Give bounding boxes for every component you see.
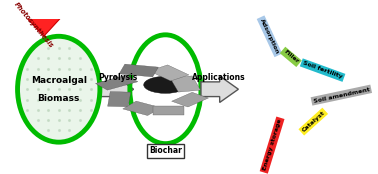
Ellipse shape (17, 36, 100, 142)
Bar (153, 106, 184, 115)
Bar (170, 76, 200, 92)
Polygon shape (19, 0, 68, 36)
Bar (123, 101, 161, 116)
Bar (149, 65, 189, 81)
Text: Biomass: Biomass (37, 94, 80, 102)
Circle shape (144, 76, 187, 93)
Text: Macroalgal: Macroalgal (31, 76, 87, 85)
Text: Soil fertility: Soil fertility (302, 61, 343, 80)
Text: Applications: Applications (192, 73, 246, 82)
Bar (108, 92, 131, 107)
Text: Catalyst: Catalyst (301, 110, 325, 133)
Text: Filler: Filler (282, 49, 299, 65)
Bar (119, 64, 158, 77)
Text: Biochar: Biochar (149, 147, 182, 156)
Bar (96, 75, 138, 90)
Polygon shape (101, 76, 133, 102)
Text: Adsorption: Adsorption (259, 18, 280, 55)
Text: Photosynthesis: Photosynthesis (13, 1, 54, 49)
Text: Soil amendment: Soil amendment (313, 87, 370, 104)
Text: Pyrolysis: Pyrolysis (98, 73, 137, 82)
Text: Energy storage: Energy storage (262, 119, 282, 172)
Bar (172, 92, 208, 107)
Polygon shape (201, 76, 239, 102)
